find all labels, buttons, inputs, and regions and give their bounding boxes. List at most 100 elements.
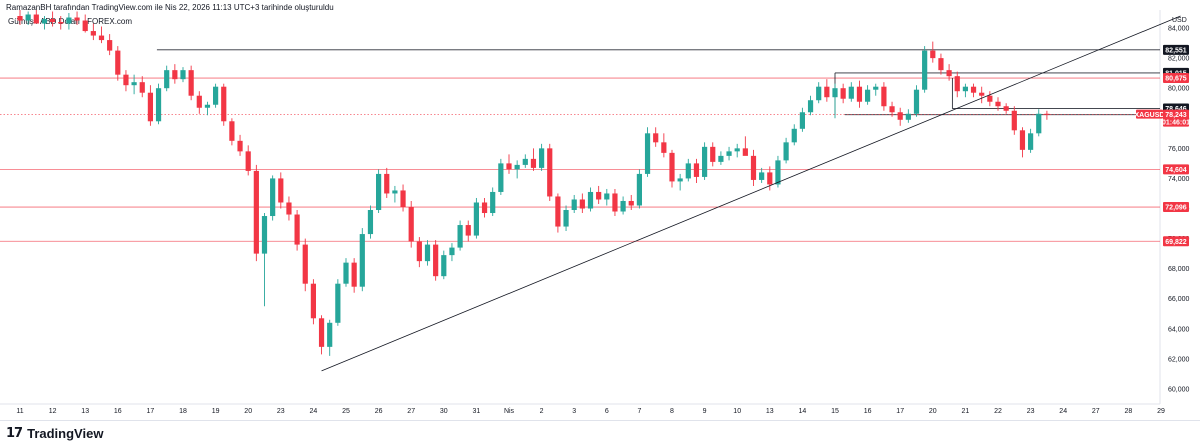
candle	[669, 149, 675, 188]
candle-body	[563, 210, 569, 227]
candle-body	[98, 35, 105, 41]
candle-body	[164, 70, 170, 89]
candle	[889, 101, 895, 117]
level-74604-tag: 74,604	[1163, 164, 1189, 175]
candle-body	[1003, 106, 1009, 111]
candle-body	[905, 113, 911, 120]
candle	[155, 83, 162, 125]
x-tick-label: 3	[572, 408, 576, 415]
trendline	[321, 15, 1181, 372]
candle	[66, 13, 72, 30]
candle-body	[685, 163, 691, 179]
candle	[433, 240, 439, 281]
x-tick-label: 16	[114, 408, 122, 415]
candle-body	[547, 148, 553, 197]
candle-body	[1044, 113, 1050, 115]
candle-body	[579, 199, 585, 209]
candle-body	[457, 225, 463, 248]
candle-body	[726, 151, 732, 156]
candle	[107, 34, 113, 56]
candle	[98, 26, 105, 44]
candle-body	[302, 244, 308, 284]
candle-body	[286, 202, 292, 215]
candle	[367, 205, 374, 239]
candle	[897, 107, 903, 126]
x-tick-label: 8	[670, 408, 674, 415]
candle-body	[612, 193, 618, 212]
candle-body	[1019, 130, 1026, 150]
candle-body	[897, 112, 903, 120]
x-tick-label: 13	[81, 408, 89, 415]
candle	[930, 41, 936, 63]
candle	[579, 193, 585, 214]
candle-body	[775, 160, 781, 185]
candle	[457, 220, 463, 251]
x-tick-label: 9	[703, 408, 707, 415]
level-69822-tag: 69,822	[1163, 236, 1189, 247]
candle	[783, 137, 789, 164]
y-tick-label: 76,000	[1168, 146, 1190, 153]
candle	[661, 133, 667, 158]
candle-body	[1028, 133, 1034, 150]
candle-body	[799, 112, 805, 129]
candle	[514, 160, 520, 179]
candle	[962, 83, 968, 98]
candle	[824, 79, 830, 102]
candle	[832, 83, 838, 119]
candle-body	[188, 70, 194, 96]
y-axis-currency: USD	[1172, 17, 1187, 24]
candle-body	[767, 172, 773, 185]
tradingview-logo[interactable]: 17 TradingView	[6, 426, 103, 441]
candle-body	[261, 216, 268, 254]
candle-body	[392, 190, 398, 194]
x-tick-label: 30	[440, 408, 448, 415]
candle	[115, 46, 121, 81]
candle-body	[17, 16, 23, 21]
candle-body	[970, 86, 977, 93]
candle	[571, 194, 577, 214]
candle-body	[677, 178, 683, 182]
candle-body	[791, 128, 797, 143]
candle-body	[270, 178, 276, 217]
candle	[677, 173, 683, 191]
candle	[270, 175, 276, 221]
candle	[408, 200, 414, 248]
candle	[759, 167, 765, 183]
candle	[1011, 106, 1017, 135]
candle	[628, 194, 634, 211]
candle	[848, 82, 854, 102]
candle	[530, 148, 537, 171]
x-tick-label: 10	[733, 408, 741, 415]
candle-body	[172, 70, 178, 80]
candle	[767, 166, 773, 191]
candle-body	[441, 255, 447, 277]
candle	[653, 127, 659, 147]
candle-body	[995, 101, 1001, 107]
candle-body	[33, 14, 39, 24]
candle	[710, 142, 716, 167]
candle-body	[506, 163, 512, 170]
candle-body	[759, 172, 765, 180]
candle	[1036, 109, 1042, 137]
x-tick-label: 27	[1092, 408, 1100, 415]
x-tick-label: 31	[473, 408, 481, 415]
price-tag-bg	[1163, 44, 1189, 55]
candle	[180, 67, 186, 83]
candle-body	[962, 86, 968, 92]
price-tag-label: 69,822	[1165, 239, 1187, 246]
candle	[253, 164, 259, 262]
candle-body	[889, 106, 895, 113]
candle	[400, 184, 406, 212]
candle-body	[930, 50, 936, 59]
candlestick-chart[interactable]: USD 60,00062,00064,00066,00068,00070,000…	[0, 0, 1200, 420]
candle	[294, 210, 300, 251]
candle-body	[873, 86, 879, 90]
candle	[693, 158, 700, 183]
candle	[539, 143, 545, 171]
candle-body	[783, 142, 789, 161]
candle-body	[881, 86, 887, 107]
candle-body	[653, 133, 659, 143]
candle	[286, 196, 292, 221]
candle	[213, 83, 219, 108]
candle	[799, 107, 805, 132]
